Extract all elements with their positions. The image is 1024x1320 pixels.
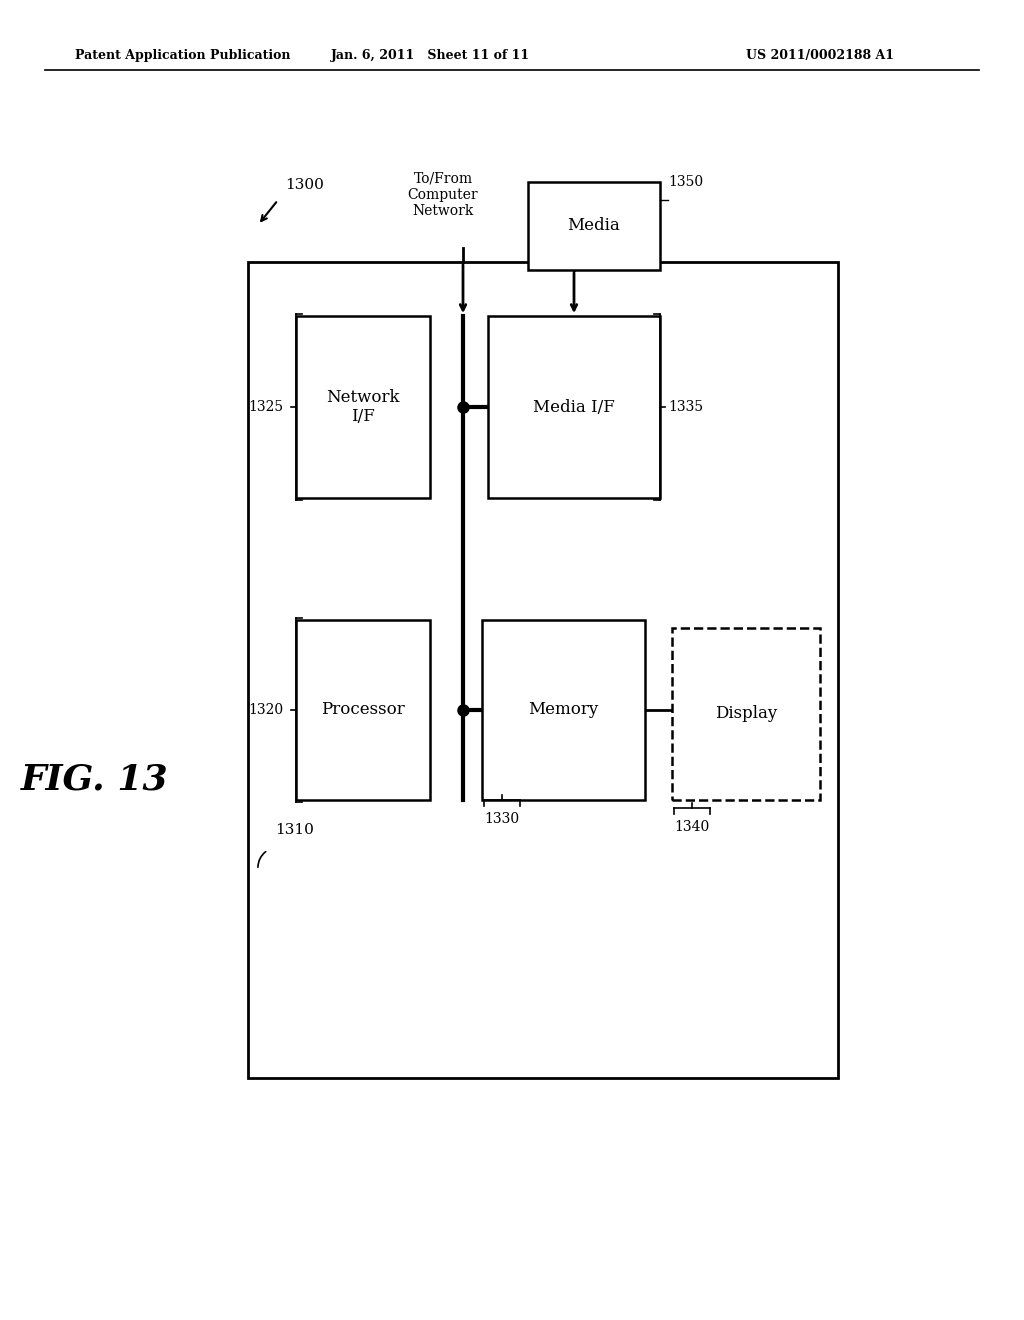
Text: Patent Application Publication: Patent Application Publication — [75, 49, 291, 62]
Bar — [482, 620, 645, 800]
Text: 1350: 1350 — [668, 176, 703, 189]
Text: Network
I/F: Network I/F — [327, 388, 399, 425]
Text: FIG. 13: FIG. 13 — [22, 763, 169, 797]
Text: Display: Display — [715, 705, 777, 722]
Text: Memory: Memory — [528, 701, 599, 718]
Text: 1340: 1340 — [675, 820, 710, 834]
Text: Jan. 6, 2011   Sheet 11 of 11: Jan. 6, 2011 Sheet 11 of 11 — [331, 49, 529, 62]
Text: Processor: Processor — [322, 701, 404, 718]
Text: 1330: 1330 — [484, 812, 519, 826]
Text: 1310: 1310 — [275, 822, 314, 837]
Text: 1335: 1335 — [668, 400, 703, 414]
Text: 1320: 1320 — [248, 704, 283, 717]
Text: US 2011/0002188 A1: US 2011/0002188 A1 — [746, 49, 894, 62]
Bar — [672, 628, 820, 800]
Text: To/From
Computer
Network: To/From Computer Network — [408, 172, 478, 218]
Text: Media: Media — [567, 218, 621, 235]
Text: 1300: 1300 — [285, 178, 324, 191]
Bar — [488, 315, 660, 498]
Bar — [296, 620, 430, 800]
Bar — [528, 182, 660, 271]
Bar — [296, 315, 430, 498]
Text: Media I/F: Media I/F — [534, 399, 615, 416]
Text: 1325: 1325 — [248, 400, 283, 414]
Bar — [248, 261, 838, 1078]
